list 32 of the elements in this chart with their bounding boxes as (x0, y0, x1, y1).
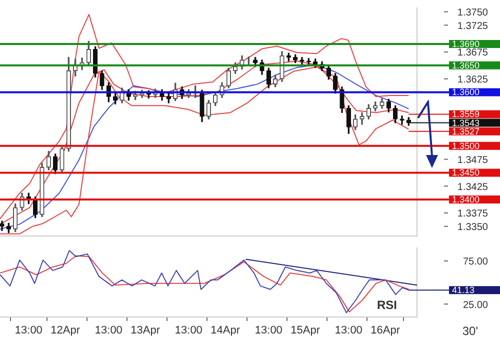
ref-line-label: 1.3450 (452, 168, 480, 178)
y-tick-label: 1.3475 (457, 155, 488, 166)
y-tick-label: 1.3675 (457, 48, 488, 59)
x-tick-label: 13:00 (94, 324, 122, 337)
text: 1.3543 (452, 118, 480, 128)
y-tick-label: 25.00 (462, 300, 488, 311)
y-tick-label: 1.3350 (457, 222, 488, 234)
x-tick-label: 13Apr (130, 324, 160, 337)
ref-line-label: 1.3650 (452, 60, 480, 70)
annotation: RSI (377, 298, 398, 312)
ref-line-label: 1.3500 (452, 140, 480, 151)
y-tick-label: 1.3375 (457, 208, 488, 220)
y-tick-label: 1.3725 (457, 20, 488, 32)
annotation: 1.3559 (452, 109, 480, 120)
y-tick-label: 1.3625 (457, 74, 488, 86)
y-tick-label: 75.00 (462, 256, 488, 268)
ref-line-label: 1.3400 (452, 194, 480, 205)
x-tick-label: 12Apr (50, 324, 80, 337)
y-tick-label: 1.3750 (457, 8, 488, 19)
x-tick-label: 13:00 (14, 324, 42, 337)
x-tick-label: 14Apr (210, 324, 240, 337)
y-tick-label: 1.3425 (457, 182, 488, 193)
ref-line-label: 1.3690 (452, 38, 480, 49)
x-tick-label: 13:00 (174, 324, 202, 337)
x-tick-label: 15Apr (290, 324, 320, 337)
annotation: 1.3527 (452, 126, 480, 136)
text: 30' (462, 324, 478, 338)
x-tick-label: 13:00 (334, 324, 362, 337)
ref-line-label: 1.3600 (452, 87, 480, 98)
x-tick-label: 13:00 (254, 324, 282, 337)
text: 41.13 (452, 285, 475, 296)
x-tick-label: 16Apr (370, 324, 400, 337)
